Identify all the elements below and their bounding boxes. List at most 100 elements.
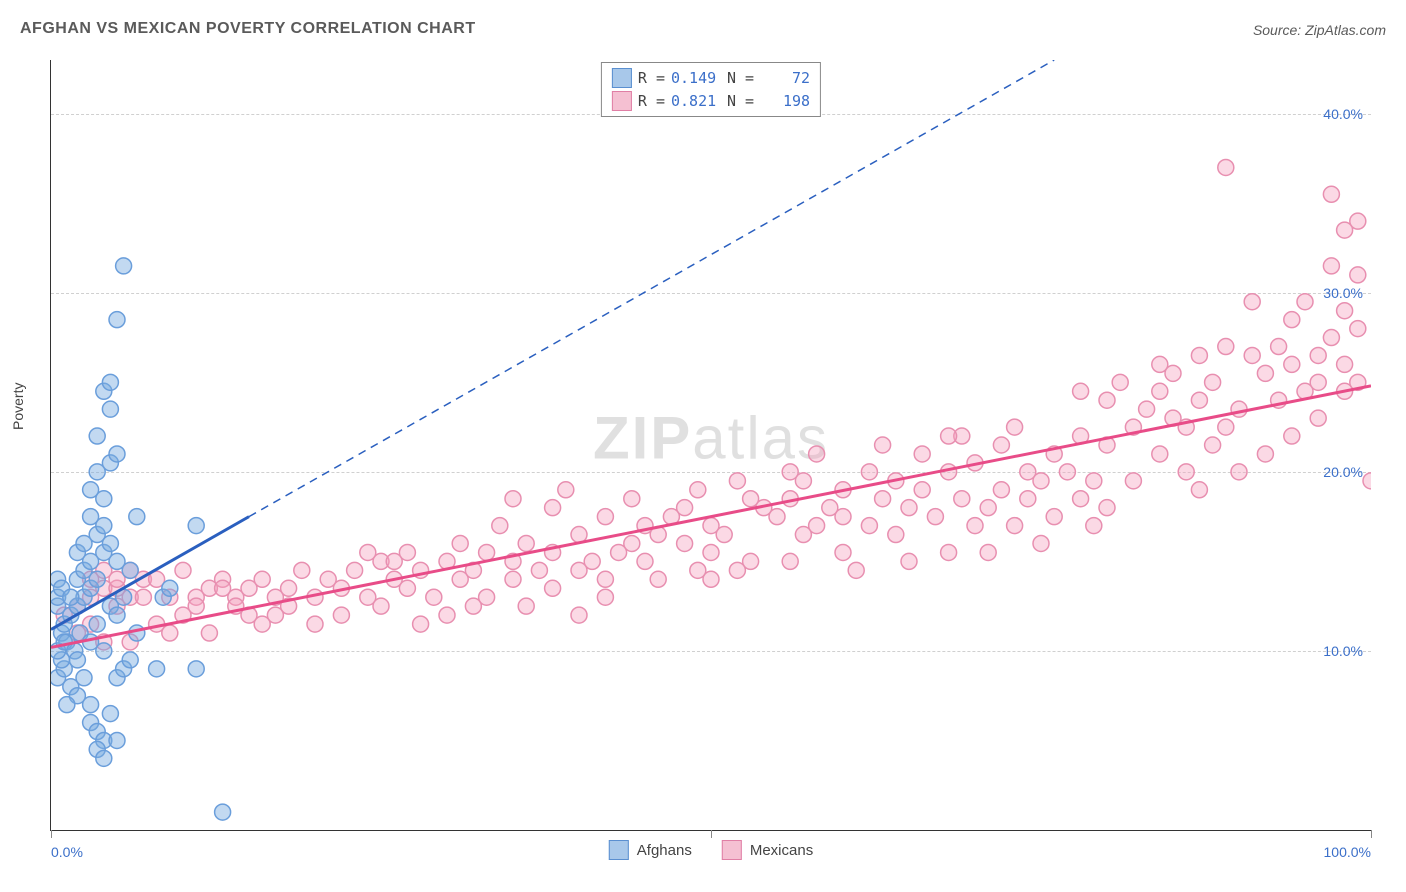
legend-row-mexicans: R = 0.821 N = 198	[612, 90, 810, 113]
scatter-point-mexicans	[1007, 518, 1023, 534]
scatter-point-mexicans	[1271, 339, 1287, 355]
scatter-point-afghans	[89, 571, 105, 587]
scatter-point-afghans	[89, 616, 105, 632]
x-tick-label-start: 0.0%	[51, 844, 83, 860]
scatter-point-mexicans	[835, 544, 851, 560]
scatter-point-mexicans	[360, 544, 376, 560]
scatter-point-mexicans	[175, 562, 191, 578]
legend-item-mexicans: Mexicans	[722, 840, 813, 860]
scatter-point-mexicans	[479, 589, 495, 605]
scatter-point-afghans	[122, 652, 138, 668]
scatter-point-mexicans	[875, 437, 891, 453]
scatter-point-mexicans	[1020, 491, 1036, 507]
plot-area: ZIPatlas 0.0% 100.0% R = 0.149 N = 72 R …	[50, 60, 1371, 831]
scatter-point-mexicans	[1350, 213, 1366, 229]
scatter-point-afghans	[102, 374, 118, 390]
scatter-point-afghans	[129, 625, 145, 641]
scatter-point-mexicans	[1099, 500, 1115, 516]
correlation-legend: R = 0.149 N = 72 R = 0.821 N = 198	[601, 62, 821, 117]
scatter-point-mexicans	[492, 518, 508, 534]
scatter-point-mexicans	[848, 562, 864, 578]
x-tick	[1371, 830, 1372, 838]
scatter-point-mexicans	[1350, 321, 1366, 337]
scatter-point-mexicans	[188, 598, 204, 614]
scatter-point-mexicans	[729, 473, 745, 489]
scatter-point-afghans	[69, 652, 85, 668]
source-attribution: Source: ZipAtlas.com	[1253, 22, 1386, 38]
scatter-point-mexicans	[333, 607, 349, 623]
scatter-point-afghans	[63, 589, 79, 605]
x-tick	[51, 830, 52, 838]
scatter-point-mexicans	[1086, 473, 1102, 489]
scatter-point-mexicans	[650, 571, 666, 587]
scatter-point-mexicans	[716, 527, 732, 543]
scatter-point-mexicans	[809, 446, 825, 462]
scatter-point-mexicans	[479, 544, 495, 560]
scatter-point-mexicans	[597, 571, 613, 587]
scatter-point-mexicans	[1218, 339, 1234, 355]
scatter-point-mexicans	[1191, 347, 1207, 363]
series-legend: Afghans Mexicans	[609, 840, 813, 860]
scatter-point-mexicans	[690, 482, 706, 498]
scatter-point-afghans	[76, 670, 92, 686]
scatter-point-mexicans	[426, 589, 442, 605]
scatter-point-mexicans	[518, 535, 534, 551]
scatter-point-mexicans	[1218, 419, 1234, 435]
scatter-point-mexicans	[1350, 267, 1366, 283]
scatter-point-afghans	[59, 697, 75, 713]
scatter-point-mexicans	[545, 580, 561, 596]
scatter-point-afghans	[188, 661, 204, 677]
scatter-point-afghans	[96, 518, 112, 534]
n-value-mexicans: 198	[760, 90, 810, 113]
scatter-point-mexicans	[1323, 330, 1339, 346]
scatter-point-mexicans	[1112, 374, 1128, 390]
scatter-point-afghans	[109, 732, 125, 748]
scatter-point-mexicans	[624, 535, 640, 551]
scatter-point-mexicans	[1310, 347, 1326, 363]
scatter-point-afghans	[215, 804, 231, 820]
scatter-point-mexicans	[993, 482, 1009, 498]
scatter-point-mexicans	[941, 428, 957, 444]
scatter-point-mexicans	[1231, 401, 1247, 417]
scatter-point-mexicans	[1086, 518, 1102, 534]
scatter-point-mexicans	[294, 562, 310, 578]
scatter-point-mexicans	[637, 553, 653, 569]
scatter-point-mexicans	[1059, 464, 1075, 480]
scatter-point-mexicans	[1046, 509, 1062, 525]
scatter-point-mexicans	[307, 616, 323, 632]
scatter-point-mexicans	[399, 544, 415, 560]
scatter-point-mexicans	[597, 589, 613, 605]
scatter-point-mexicans	[505, 571, 521, 587]
scatter-point-mexicans	[558, 482, 574, 498]
swatch-mexicans	[612, 91, 632, 111]
scatter-point-afghans	[116, 258, 132, 274]
r-value-afghans: 0.149	[671, 67, 721, 90]
scatter-point-mexicans	[1152, 383, 1168, 399]
scatter-point-mexicans	[1297, 294, 1313, 310]
scatter-point-afghans	[149, 661, 165, 677]
scatter-point-afghans	[162, 580, 178, 596]
scatter-point-mexicans	[597, 509, 613, 525]
scatter-point-mexicans	[1323, 186, 1339, 202]
scatter-point-afghans	[129, 509, 145, 525]
scatter-point-mexicans	[1073, 491, 1089, 507]
scatter-point-mexicans	[703, 544, 719, 560]
scatter-point-mexicans	[1125, 473, 1141, 489]
scatter-point-mexicans	[835, 509, 851, 525]
scatter-svg	[51, 60, 1371, 830]
x-tick	[711, 830, 712, 838]
scatter-point-mexicans	[677, 500, 693, 516]
scatter-point-mexicans	[980, 544, 996, 560]
scatter-point-mexicans	[1310, 374, 1326, 390]
n-label: N =	[727, 67, 754, 90]
scatter-point-mexicans	[1152, 446, 1168, 462]
scatter-point-mexicans	[1139, 401, 1155, 417]
scatter-point-mexicans	[1191, 482, 1207, 498]
scatter-point-afghans	[109, 607, 125, 623]
scatter-point-mexicans	[571, 607, 587, 623]
scatter-point-mexicans	[861, 518, 877, 534]
scatter-point-mexicans	[888, 527, 904, 543]
scatter-point-mexicans	[809, 518, 825, 534]
scatter-point-mexicans	[1205, 374, 1221, 390]
scatter-point-mexicans	[505, 491, 521, 507]
